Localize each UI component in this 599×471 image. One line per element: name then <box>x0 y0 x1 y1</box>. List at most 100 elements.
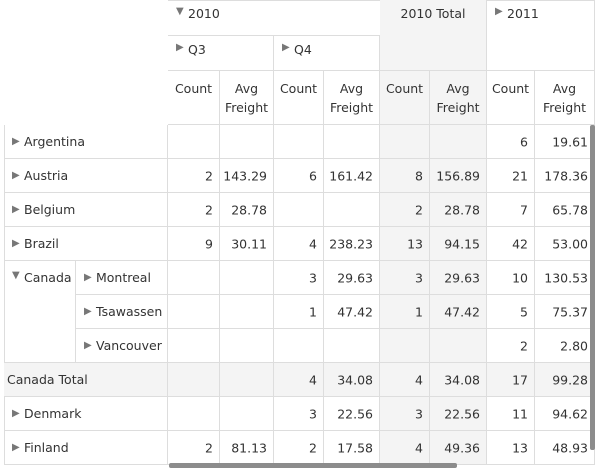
data-cell <box>380 125 430 159</box>
data-cell: 3 <box>380 261 430 295</box>
data-cell-value: 17 <box>512 372 528 387</box>
data-cell: 65.78 <box>535 193 595 227</box>
row-header-vancouver[interactable]: ▶ Vancouver <box>76 329 168 363</box>
data-cell <box>220 329 274 363</box>
row-header-label: Belgium <box>24 202 76 217</box>
data-cell: 17 <box>487 363 535 397</box>
data-cell: 2 <box>487 329 535 363</box>
data-cell-value: 5 <box>520 304 528 319</box>
data-cell-value: 130.53 <box>544 270 588 285</box>
data-cell-value: 47.42 <box>337 304 373 319</box>
measure-header-avg-freight: Avg Freight <box>220 71 274 125</box>
data-cell-value: 2 <box>205 440 213 455</box>
data-cell <box>168 125 220 159</box>
data-cell-value: 3 <box>415 270 423 285</box>
column-header-q3[interactable]: ▶ Q3 <box>168 36 274 71</box>
row-header-austria[interactable]: ▶ Austria <box>4 159 168 193</box>
data-cell-value: 4 <box>309 236 317 251</box>
column-header-2011-label: 2011 <box>507 6 539 21</box>
data-cell: 2 <box>168 193 220 227</box>
data-cell-value: 94.62 <box>552 406 588 421</box>
data-cell: 28.78 <box>430 193 487 227</box>
data-cell-value: 1 <box>309 304 317 319</box>
row-header-finland[interactable]: ▶ Finland <box>4 431 168 465</box>
data-cell-value: 47.42 <box>444 304 480 319</box>
data-cell: 2 <box>274 431 324 465</box>
data-cell: 49.36 <box>430 431 487 465</box>
data-cell: 11 <box>487 397 535 431</box>
data-cell-value: 161.42 <box>329 168 373 183</box>
row-header-canada[interactable]: ▼ Canada <box>4 261 76 363</box>
arrow-right-icon[interactable]: ▶ <box>12 408 20 419</box>
data-cell: 2 <box>168 431 220 465</box>
row-header-label: Denmark <box>24 406 82 421</box>
row-header-denmark[interactable]: ▶ Denmark <box>4 397 168 431</box>
data-cell: 2 <box>168 159 220 193</box>
data-cell: 3 <box>274 261 324 295</box>
row-header-brazil[interactable]: ▶ Brazil <box>4 227 168 261</box>
row-header-tsawassen[interactable]: ▶ Tsawassen <box>76 295 168 329</box>
data-cell: 6 <box>487 125 535 159</box>
data-cell-value: 4 <box>415 440 423 455</box>
column-header-2010[interactable]: ▼ 2010 <box>168 0 380 36</box>
arrow-right-icon[interactable]: ▶ <box>84 306 92 317</box>
horizontal-scrollbar[interactable] <box>169 463 457 468</box>
vertical-scrollbar[interactable] <box>590 125 595 450</box>
data-cell <box>324 329 380 363</box>
data-cell: 94.62 <box>535 397 595 431</box>
row-header-belgium[interactable]: ▶ Belgium <box>4 193 168 227</box>
row-header-label: Brazil <box>24 236 59 251</box>
row-header-montreal[interactable]: ▶ Montreal <box>76 261 168 295</box>
row-header-label: Austria <box>24 168 69 183</box>
data-cell-value: 28.78 <box>231 202 267 217</box>
data-cell-value: 22.56 <box>444 406 480 421</box>
data-cell: 1 <box>380 295 430 329</box>
data-cell <box>168 363 220 397</box>
data-cell-value: 30.11 <box>231 236 267 251</box>
data-cell: 238.23 <box>324 227 380 261</box>
arrow-right-icon[interactable]: ▶ <box>282 42 290 53</box>
data-cell: 4 <box>380 363 430 397</box>
data-cell: 4 <box>274 363 324 397</box>
data-cell: 3 <box>274 397 324 431</box>
data-cell: 94.15 <box>430 227 487 261</box>
data-cell: 7 <box>487 193 535 227</box>
data-cell <box>324 125 380 159</box>
data-cell: 143.29 <box>220 159 274 193</box>
data-cell-value: 29.63 <box>337 270 373 285</box>
arrow-right-icon[interactable]: ▶ <box>12 442 20 453</box>
arrow-right-icon[interactable]: ▶ <box>12 136 20 147</box>
data-cell: 2.80 <box>535 329 595 363</box>
arrow-right-icon[interactable]: ▶ <box>84 340 92 351</box>
data-cell-value: 48.93 <box>552 440 588 455</box>
row-header-argentina[interactable]: ▶ Argentina <box>4 125 168 159</box>
data-cell: 17.58 <box>324 431 380 465</box>
row-header-canada-total: Canada Total <box>4 363 168 397</box>
data-cell: 178.36 <box>535 159 595 193</box>
column-header-2010-total: 2010 Total <box>380 0 487 71</box>
arrow-right-icon[interactable]: ▶ <box>84 272 92 283</box>
data-cell-value: 29.63 <box>444 270 480 285</box>
row-header-label: Canada <box>24 270 72 285</box>
data-cell <box>168 397 220 431</box>
arrow-right-icon[interactable]: ▶ <box>176 42 184 53</box>
data-cell-value: 22.56 <box>337 406 373 421</box>
arrow-right-icon[interactable]: ▶ <box>12 238 20 249</box>
arrow-right-icon[interactable]: ▶ <box>495 6 503 17</box>
data-cell <box>220 125 274 159</box>
data-cell: 47.42 <box>430 295 487 329</box>
column-header-q4[interactable]: ▶ Q4 <box>274 36 380 71</box>
data-cell-value: 2.80 <box>560 338 588 353</box>
measure-header-avg-freight: Avg Freight <box>430 71 487 125</box>
arrow-down-icon[interactable]: ▼ <box>176 6 184 17</box>
data-cell-value: 65.78 <box>552 202 588 217</box>
column-header-2010-label: 2010 <box>188 6 220 21</box>
row-header-label: Vancouver <box>96 338 162 353</box>
measure-header-count: Count <box>168 71 220 125</box>
arrow-down-icon[interactable]: ▼ <box>12 270 20 281</box>
arrow-right-icon[interactable]: ▶ <box>12 170 20 181</box>
column-header-2011[interactable]: ▶ 2011 <box>487 0 595 71</box>
data-cell-value: 2 <box>309 440 317 455</box>
arrow-right-icon[interactable]: ▶ <box>12 204 20 215</box>
data-cell: 4 <box>274 227 324 261</box>
